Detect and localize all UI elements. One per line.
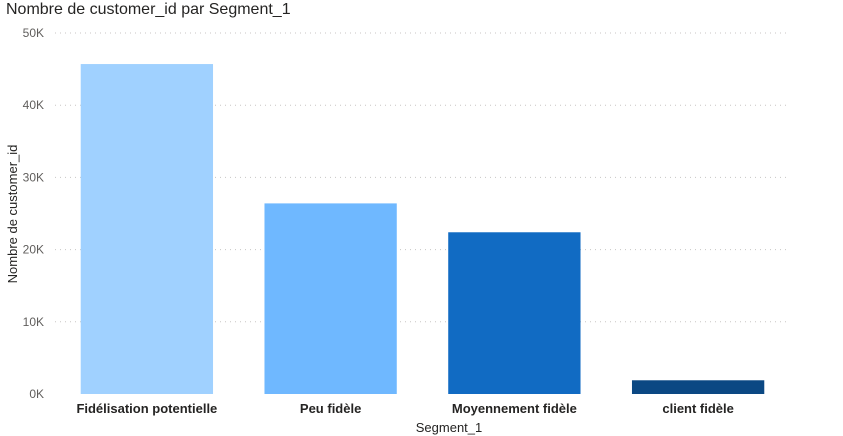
y-tick-label: 40K: [23, 98, 44, 112]
x-category-label: Peu fidèle: [300, 401, 361, 416]
y-tick-label: 30K: [23, 170, 44, 184]
bar-3[interactable]: [448, 232, 581, 394]
y-tick-label: 20K: [23, 243, 44, 257]
bar-1[interactable]: [80, 64, 214, 395]
x-category-label: client fidèle: [662, 401, 734, 416]
y-axis-ticks: 0K 10K 20K 30K 40K 50K: [23, 26, 44, 401]
y-tick-label: 50K: [23, 26, 44, 40]
y-tick-label: 10K: [23, 315, 44, 329]
x-axis-categories: Fidélisation potentielle Peu fidèle Moyenn…: [76, 401, 733, 416]
y-tick-label: 0K: [29, 387, 44, 401]
bars: [80, 64, 765, 395]
bar-4[interactable]: [631, 380, 765, 394]
bar-2[interactable]: [264, 203, 397, 394]
y-axis-title: Nombre de customer_id: [5, 145, 20, 284]
x-category-label: Fidélisation potentielle: [76, 401, 217, 416]
x-category-label: Moyennement fidèle: [452, 401, 577, 416]
chart-title: Nombre de customer_id par Segment_1: [6, 1, 291, 18]
x-axis-title: Segment_1: [416, 420, 483, 435]
